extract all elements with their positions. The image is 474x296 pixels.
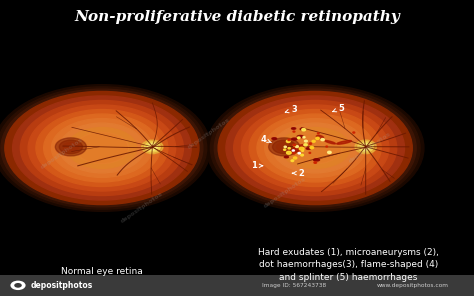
Ellipse shape <box>207 85 424 211</box>
Ellipse shape <box>293 152 295 154</box>
Ellipse shape <box>361 144 371 150</box>
Ellipse shape <box>214 89 416 207</box>
Ellipse shape <box>201 81 430 215</box>
Ellipse shape <box>310 147 314 149</box>
Ellipse shape <box>284 146 286 147</box>
Ellipse shape <box>304 140 307 142</box>
Ellipse shape <box>273 140 296 154</box>
Ellipse shape <box>287 148 302 153</box>
Text: Normal eye retina: Normal eye retina <box>61 267 143 276</box>
Ellipse shape <box>289 132 342 164</box>
Text: www.depositphotos.com: www.depositphotos.com <box>376 283 448 288</box>
Ellipse shape <box>218 91 412 205</box>
Ellipse shape <box>300 128 305 130</box>
Ellipse shape <box>5 91 199 205</box>
Ellipse shape <box>297 136 303 138</box>
Ellipse shape <box>328 151 331 154</box>
Ellipse shape <box>358 142 374 152</box>
Text: 1: 1 <box>251 161 263 170</box>
Ellipse shape <box>284 156 288 158</box>
Ellipse shape <box>298 137 300 139</box>
Ellipse shape <box>309 152 310 153</box>
Ellipse shape <box>292 150 294 151</box>
Ellipse shape <box>291 160 294 162</box>
Ellipse shape <box>36 110 168 186</box>
Text: Non-proliferative diabetic retinopathy: Non-proliferative diabetic retinopathy <box>74 10 400 24</box>
Circle shape <box>10 281 26 290</box>
Ellipse shape <box>257 114 374 182</box>
Ellipse shape <box>28 105 176 191</box>
Ellipse shape <box>292 128 296 129</box>
Ellipse shape <box>301 150 303 151</box>
Ellipse shape <box>0 81 217 215</box>
Ellipse shape <box>309 143 311 144</box>
Ellipse shape <box>311 147 313 148</box>
Ellipse shape <box>293 144 308 148</box>
Text: 2: 2 <box>292 169 304 178</box>
Ellipse shape <box>288 147 291 149</box>
Ellipse shape <box>272 138 277 139</box>
Ellipse shape <box>302 128 305 131</box>
Ellipse shape <box>269 138 300 156</box>
Ellipse shape <box>77 133 127 163</box>
Ellipse shape <box>276 142 292 151</box>
Ellipse shape <box>265 119 365 177</box>
Ellipse shape <box>293 145 295 146</box>
Ellipse shape <box>293 157 297 159</box>
Ellipse shape <box>280 128 350 168</box>
Ellipse shape <box>286 140 290 142</box>
Ellipse shape <box>249 110 381 186</box>
Ellipse shape <box>295 146 299 147</box>
Ellipse shape <box>304 144 307 146</box>
Text: depositphotos: depositphotos <box>31 281 93 290</box>
Text: Image ID: 567243738: Image ID: 567243738 <box>262 283 326 288</box>
Ellipse shape <box>44 114 160 182</box>
Ellipse shape <box>273 123 358 173</box>
Ellipse shape <box>321 139 324 141</box>
Text: depositphotos: depositphotos <box>40 137 83 170</box>
Ellipse shape <box>283 149 286 150</box>
Ellipse shape <box>355 140 376 154</box>
Ellipse shape <box>210 87 420 209</box>
Ellipse shape <box>325 141 336 144</box>
Ellipse shape <box>5 91 199 205</box>
Ellipse shape <box>318 133 319 134</box>
Ellipse shape <box>59 123 145 173</box>
Ellipse shape <box>59 140 82 154</box>
Ellipse shape <box>299 147 304 150</box>
Ellipse shape <box>1 89 203 207</box>
Ellipse shape <box>145 142 160 152</box>
Ellipse shape <box>20 100 183 196</box>
Circle shape <box>14 283 22 288</box>
Ellipse shape <box>293 131 295 132</box>
Ellipse shape <box>303 136 305 138</box>
Ellipse shape <box>55 138 86 156</box>
Ellipse shape <box>314 159 319 161</box>
Ellipse shape <box>75 132 128 164</box>
Ellipse shape <box>316 135 324 139</box>
Ellipse shape <box>286 151 291 154</box>
Ellipse shape <box>0 85 210 211</box>
Ellipse shape <box>316 137 319 139</box>
Ellipse shape <box>314 162 317 163</box>
Text: Hard exudates (1), microaneurysms (2),
dot haemorrhages(3), flame-shaped (4)
and: Hard exudates (1), microaneurysms (2), d… <box>258 248 439 282</box>
Text: depositphotos: depositphotos <box>187 117 230 150</box>
Ellipse shape <box>353 132 355 133</box>
Ellipse shape <box>52 119 152 177</box>
Ellipse shape <box>142 140 163 154</box>
Text: 5: 5 <box>333 104 344 112</box>
Text: 4: 4 <box>260 135 271 144</box>
Ellipse shape <box>312 140 315 142</box>
Bar <box>0 275 474 296</box>
Ellipse shape <box>218 91 412 205</box>
Text: depositphotos: depositphotos <box>263 176 306 209</box>
Text: 3: 3 <box>285 105 297 114</box>
Ellipse shape <box>147 144 157 150</box>
Ellipse shape <box>67 128 137 168</box>
Ellipse shape <box>306 148 310 149</box>
Ellipse shape <box>301 154 303 156</box>
Ellipse shape <box>293 144 296 146</box>
Ellipse shape <box>292 138 297 140</box>
Ellipse shape <box>298 152 301 154</box>
Ellipse shape <box>337 141 351 144</box>
